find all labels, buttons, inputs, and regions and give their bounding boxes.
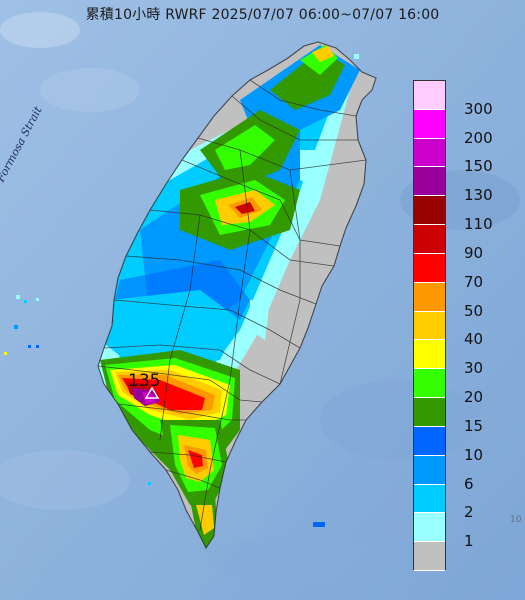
legend-swatch: [414, 253, 445, 283]
legend-swatch: [414, 138, 445, 168]
peak-value-label: 135: [128, 371, 161, 391]
legend-label: 1: [464, 532, 474, 551]
legend-label: 70: [464, 272, 484, 291]
legend-swatch: [414, 109, 445, 139]
legend-swatch: [414, 167, 445, 197]
legend-label: 10: [464, 445, 484, 464]
legend-label: 50: [464, 301, 484, 320]
peak-marker-icon: [144, 386, 160, 399]
legend-label: 150: [464, 157, 493, 176]
legend-label: 20: [464, 388, 484, 407]
legend-label: 200: [464, 128, 493, 147]
legend-label: 90: [464, 243, 484, 262]
rainfall-fields: [98, 45, 360, 548]
legend-swatch: [414, 311, 445, 341]
legend-swatch: [414, 282, 445, 312]
legend-colorbar: [413, 80, 446, 571]
legend-label: 30: [464, 359, 484, 378]
legend-label: 15: [464, 416, 484, 435]
admin-boundaries: [97, 41, 377, 550]
legend-swatch: [414, 542, 445, 571]
legend-swatch: [414, 225, 445, 254]
legend-swatch: [414, 340, 445, 370]
legend-swatch: [414, 81, 445, 110]
corner-text: 10: [510, 515, 522, 525]
legend-label: 300: [464, 99, 493, 118]
map-title: 累積10小時 RWRF 2025/07/07 06:00~07/07 16:00: [85, 7, 440, 23]
legend-swatch: [414, 484, 445, 514]
offshore-islands: [4, 54, 359, 527]
legend-swatch: [414, 513, 445, 543]
legend-label: 130: [464, 186, 493, 205]
legend-label: 2: [464, 503, 474, 522]
legend-swatch: [414, 196, 445, 226]
legend-swatch: [414, 369, 445, 399]
legend-label: 40: [464, 330, 484, 349]
legend-swatch: [414, 398, 445, 427]
legend-label: 6: [464, 474, 474, 493]
legend-swatch: [414, 455, 445, 485]
legend-swatch: [414, 426, 445, 456]
legend-label: 110: [464, 215, 493, 234]
